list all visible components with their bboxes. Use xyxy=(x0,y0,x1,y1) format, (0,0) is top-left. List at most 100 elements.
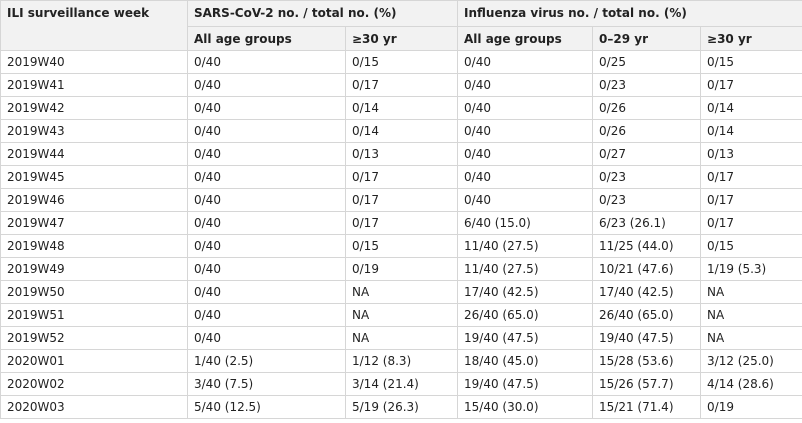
table-cell: 2019W42 xyxy=(0,96,188,120)
table-cell: 17/40 (42.5) xyxy=(457,280,594,304)
table-cell: 3/14 (21.4) xyxy=(344,372,459,396)
table-cell: 0/40 xyxy=(457,96,594,120)
table-row: 2019W50 0/40 NA 17/40 (42.5) 17/40 (42.5) NA xyxy=(0,280,802,304)
header-cell: Influenza virus no. / total no. (%) xyxy=(457,0,802,27)
table-row: 2019W47 0/40 0/17 6/40 (15.0) 6/23 (26.1) 0/1… xyxy=(0,211,802,235)
table-cell: 0/40 xyxy=(187,303,346,327)
table-cell: 2019W41 xyxy=(0,73,188,97)
table-cell: 0/13 xyxy=(700,142,802,166)
table-cell: 10/21 (47.6) xyxy=(592,257,702,281)
table-cell: 19/40 (47.5) xyxy=(457,372,594,396)
table-cell: 2019W49 xyxy=(0,257,188,281)
header-cell: All age groups xyxy=(457,26,594,51)
table-cell: 0/40 xyxy=(187,234,346,258)
table-cell: 0/40 xyxy=(187,211,346,235)
table-cell: 0/19 xyxy=(344,257,459,281)
table-cell: 0/40 xyxy=(187,50,346,74)
table-cell: 0/40 xyxy=(187,165,346,189)
table-cell: 2019W44 xyxy=(0,142,188,166)
table-cell: 2020W03 xyxy=(0,395,188,419)
table-cell: 2019W43 xyxy=(0,119,188,143)
table-cell: 1/40 (2.5) xyxy=(187,349,346,373)
table-cell: 0/17 xyxy=(344,188,459,212)
table-cell: 2019W51 xyxy=(0,303,188,327)
table-cell: 2019W46 xyxy=(0,188,188,212)
table-cell: 15/40 (30.0) xyxy=(457,395,594,419)
table-cell: 19/40 (47.5) xyxy=(457,326,594,350)
table-cell: 3/40 (7.5) xyxy=(187,372,346,396)
table-cell: 0/40 xyxy=(187,73,346,97)
table-row: 2019W49 0/40 0/19 11/40 (27.5) 10/21 (47.6) 1… xyxy=(0,257,802,281)
table-cell: 11/40 (27.5) xyxy=(457,234,594,258)
table-cell: 0/40 xyxy=(187,119,346,143)
table-cell: 17/40 (42.5) xyxy=(592,280,702,304)
table-cell: NA xyxy=(344,280,459,304)
table-cell: 0/40 xyxy=(187,326,346,350)
table-cell: 18/40 (45.0) xyxy=(457,349,594,373)
header-cell: 0–29 yr xyxy=(592,26,702,51)
table-row: 2020W03 5/40 (12.5) 5/19 (26.3) 15/40 (30.0… xyxy=(0,395,802,419)
table-cell: 0/40 xyxy=(187,96,346,120)
table-row: 2019W52 0/40 NA 19/40 (47.5) 19/40 (47.5) NA xyxy=(0,326,802,350)
table-cell: 0/17 xyxy=(700,188,802,212)
table-row: 2019W43 0/40 0/14 0/40 0/26 0/14 xyxy=(0,119,802,143)
table-cell: 0/15 xyxy=(344,234,459,258)
table-cell: 0/15 xyxy=(700,234,802,258)
table-cell: 0/23 xyxy=(592,73,702,97)
table-row: 2019W45 0/40 0/17 0/40 0/23 0/17 xyxy=(0,165,802,189)
table-cell: 0/17 xyxy=(344,211,459,235)
table-cell: NA xyxy=(344,326,459,350)
table-cell: 0/40 xyxy=(457,142,594,166)
table-cell: 2019W48 xyxy=(0,234,188,258)
table-cell: 0/17 xyxy=(344,73,459,97)
table-cell: 0/40 xyxy=(457,50,594,74)
header-cell: All age groups xyxy=(187,26,346,51)
table-cell: 0/15 xyxy=(700,50,802,74)
table-row: 2019W44 0/40 0/13 0/40 0/27 0/13 xyxy=(0,142,802,166)
table-cell: 0/40 xyxy=(187,142,346,166)
table-cell: NA xyxy=(700,326,802,350)
table-cell: 0/26 xyxy=(592,96,702,120)
table-cell: 26/40 (65.0) xyxy=(457,303,594,327)
table-row: 2019W41 0/40 0/17 0/40 0/23 0/17 xyxy=(0,73,802,97)
table-cell: 0/14 xyxy=(700,119,802,143)
table-cell: 0/17 xyxy=(700,165,802,189)
table-cell: 0/40 xyxy=(187,257,346,281)
table-cell: 0/27 xyxy=(592,142,702,166)
table-cell: 5/40 (12.5) xyxy=(187,395,346,419)
table-cell: 4/14 (28.6) xyxy=(700,372,802,396)
table-cell: 0/15 xyxy=(344,50,459,74)
table-cell: 0/19 xyxy=(700,395,802,419)
table-row: 2020W02 3/40 (7.5) 3/14 (21.4) 19/40 (47.5)… xyxy=(0,372,802,396)
table-cell: 2019W50 xyxy=(0,280,188,304)
table-row: 2019W46 0/40 0/17 0/40 0/23 0/17 xyxy=(0,188,802,212)
table-cell: NA xyxy=(700,280,802,304)
table-cell: 5/19 (26.3) xyxy=(344,395,459,419)
table-cell: 2019W52 xyxy=(0,326,188,350)
table-row: 2020W01 1/40 (2.5) 1/12 (8.3) 18/40 (45.0) 1… xyxy=(0,349,802,373)
table-cell: 1/19 (5.3) xyxy=(700,257,802,281)
header-cell: ≥30 yr xyxy=(700,26,802,51)
header-cell: ≥30 yr xyxy=(344,26,459,51)
header-cell: ILI surveillance week xyxy=(0,0,188,51)
table-cell: 26/40 (65.0) xyxy=(592,303,702,327)
table-cell: 0/14 xyxy=(344,96,459,120)
table-cell: NA xyxy=(700,303,802,327)
table-body: 2019W40 0/40 0/15 0/40 0/25 0/15 2019W41 0/40 0/… xyxy=(0,50,802,419)
header-row: ILI surveillance week SARS-CoV-2 no. / t… xyxy=(0,0,802,51)
table-cell: 0/23 xyxy=(592,188,702,212)
table-cell: 2020W02 xyxy=(0,372,188,396)
table-cell: 15/28 (53.6) xyxy=(592,349,702,373)
table-cell: 2019W47 xyxy=(0,211,188,235)
table-cell: 11/25 (44.0) xyxy=(592,234,702,258)
table-cell: 0/40 xyxy=(187,280,346,304)
table-cell: 15/21 (71.4) xyxy=(592,395,702,419)
table-cell: 0/17 xyxy=(700,73,802,97)
table-cell: 0/40 xyxy=(457,119,594,143)
table-cell: 0/40 xyxy=(457,73,594,97)
table-cell: 0/25 xyxy=(592,50,702,74)
header-row: All age groups ≥30 yr All age groups 0–29 y… xyxy=(1,26,802,51)
table-cell: 15/26 (57.7) xyxy=(592,372,702,396)
